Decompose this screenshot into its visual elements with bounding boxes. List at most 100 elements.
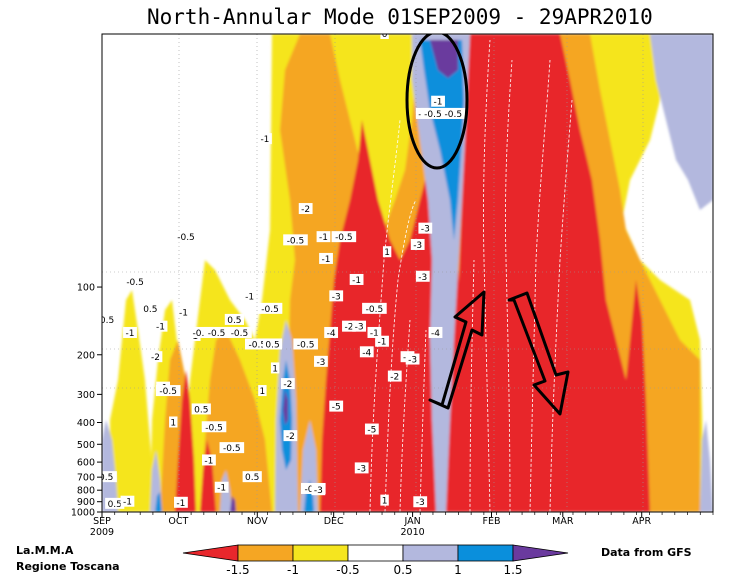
contour-label-box	[102, 471, 117, 483]
y-tick-label: 300	[77, 390, 95, 401]
contour-label: -3	[408, 356, 417, 366]
colorbar-segment	[292, 544, 349, 562]
credit-lamma: La.M.M.A	[16, 544, 74, 557]
contour-label-box	[242, 471, 262, 483]
field-purple-1	[430, 40, 458, 78]
contour-label: -0.5	[445, 110, 463, 120]
contour-label: -1	[204, 456, 213, 466]
contour-label-box	[428, 326, 443, 338]
contour-label: -0.5	[335, 233, 353, 243]
contour-label: -0.5	[223, 444, 241, 454]
contour-label: -1	[322, 255, 331, 265]
contour-label-box	[311, 484, 326, 496]
contour-label-box	[387, 370, 402, 382]
colorbar-label: 1	[454, 563, 462, 577]
contour-label: -3	[418, 273, 427, 283]
colorbar-end-right	[512, 544, 569, 562]
contour-label: -0.5	[193, 329, 211, 339]
contour-label: -2	[390, 373, 399, 383]
x-tick-label: MAR	[552, 516, 574, 527]
x-axis: SEP OCT NOV DEC JAN FEB MAR APR 2009 2010	[90, 512, 714, 538]
plot-area: -0.50.50.5-1-1-0.50.5-2-1-1-0.51-1-1-1-0…	[96, 34, 713, 512]
field-lightblue-3	[102, 420, 118, 512]
contour-label-box	[169, 416, 178, 428]
contour-label-box	[420, 107, 446, 119]
colorbar-label: -1	[287, 563, 299, 577]
field-yellow-3	[108, 290, 160, 512]
contour-label-box	[441, 107, 466, 119]
contour-label-box	[405, 353, 420, 365]
contour-label: -1	[245, 292, 254, 302]
y-tick-label: 800	[77, 486, 95, 497]
y-tick-label: 1000	[71, 508, 95, 519]
contour-label-box	[176, 306, 191, 318]
contour-label-box	[219, 442, 245, 454]
contour-label-box	[153, 320, 168, 332]
contour-label: -0.5	[366, 305, 384, 315]
contour-label-box	[314, 355, 328, 367]
contour-labels: -0.50.50.5-1-1-0.50.5-2-1-1-0.51-1-1-1-0…	[96, 34, 466, 510]
contour-label-box	[349, 273, 364, 285]
field-red-5	[360, 360, 394, 512]
contour-label: 1	[382, 497, 388, 507]
field-red-6	[620, 280, 650, 512]
field-red-2	[458, 34, 640, 512]
contour-label-box	[173, 231, 199, 243]
contour-label: -5	[332, 403, 341, 413]
contour-label: -0.5	[297, 340, 315, 350]
x-tick-label: FEB	[483, 516, 501, 527]
x-tick-label: APR	[632, 516, 651, 527]
contour-label-box	[342, 320, 356, 332]
contour-label: -0.5	[424, 110, 442, 120]
contour-label-box	[122, 276, 148, 288]
contour-label-box	[262, 338, 283, 350]
contour-label: -3	[357, 464, 366, 474]
x-year-label: 2009	[90, 527, 114, 538]
contour-label: -0.5	[261, 305, 279, 315]
y-tick-label: 700	[77, 473, 95, 484]
contour-label: -0.5	[177, 233, 195, 243]
colorbar-segment	[237, 544, 294, 562]
contour-label-box	[120, 495, 135, 507]
contour-label-box	[227, 326, 252, 338]
colorbar-label: -0.5	[336, 563, 359, 577]
shaded-field	[102, 34, 713, 512]
contour-label-box	[191, 403, 211, 415]
contour-label-box	[329, 290, 344, 302]
contour-label: -1	[123, 498, 132, 508]
colorbar-label: -1.5	[226, 563, 249, 577]
contour-label-box	[329, 400, 344, 412]
contour-label: -1	[126, 329, 135, 339]
contour-label: -1	[378, 338, 387, 348]
contour-label: 1	[272, 364, 278, 374]
contour-label: -1	[179, 309, 188, 319]
contour-label: -2	[344, 323, 353, 333]
x-tick-label: NOV	[247, 516, 268, 527]
contour-label: -3	[332, 292, 341, 302]
field-red-3	[175, 370, 196, 512]
contour-label: 0.5	[227, 316, 241, 326]
contour-lines	[369, 39, 573, 512]
contour-label-box	[352, 320, 367, 332]
contour-label: -0.5	[96, 473, 114, 483]
chart-title: North-Annular Mode 01SEP2009 - 29APR2010	[147, 5, 653, 29]
contour-label: -1	[217, 484, 226, 494]
contour-label: 1	[384, 248, 390, 258]
contour-label: -4	[431, 329, 440, 339]
contour-label-box	[148, 351, 163, 363]
credit-data-source: Data from GFS	[601, 546, 692, 559]
contour-label: -1	[176, 499, 185, 509]
field-lightblue-2	[650, 34, 713, 210]
contour-label-box	[258, 385, 267, 397]
colorbar-end-left	[182, 544, 239, 562]
contour-label: 0.5	[245, 473, 259, 483]
y-tick-label: 400	[77, 418, 95, 429]
x-tick-label: JAN	[403, 516, 420, 527]
contour-label-box	[364, 423, 379, 435]
contour-label-box	[214, 481, 229, 493]
contour-label: -2	[151, 353, 160, 363]
contour-label: -1	[156, 323, 165, 333]
contour-label-box	[258, 133, 272, 145]
contour-label-box	[380, 34, 389, 39]
